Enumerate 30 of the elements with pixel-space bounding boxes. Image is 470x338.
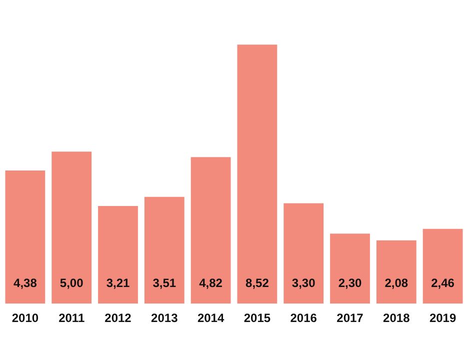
x-tick-label: 2010 xyxy=(12,311,39,326)
data-label: 2,08 xyxy=(384,276,408,290)
bar xyxy=(190,157,231,304)
data-label: 3,21 xyxy=(106,276,130,290)
bar xyxy=(5,170,46,304)
bar xyxy=(144,196,184,304)
data-label: 2,30 xyxy=(338,276,362,290)
data-label: 5,00 xyxy=(60,276,84,290)
bar xyxy=(98,206,138,304)
data-label: 4,38 xyxy=(14,276,38,290)
bar xyxy=(284,203,324,304)
data-label: 2,46 xyxy=(431,276,455,290)
data-label: 8,52 xyxy=(246,276,270,290)
x-tick-label: 2019 xyxy=(429,311,456,326)
x-tick-label: 2014 xyxy=(197,311,224,326)
x-tick-label: 2011 xyxy=(58,311,85,326)
bar xyxy=(422,228,463,304)
x-tick-label: 2017 xyxy=(336,311,364,326)
data-label: 3,51 xyxy=(152,276,176,290)
data-label: 4,82 xyxy=(199,276,223,290)
data-label: 3,30 xyxy=(292,276,316,290)
x-tick-label: 2013 xyxy=(151,311,178,326)
x-tick-label: 2016 xyxy=(290,311,318,326)
bar xyxy=(52,152,92,304)
bar xyxy=(376,240,416,304)
bar xyxy=(330,234,370,304)
x-tick-label: 2018 xyxy=(383,311,410,326)
bar xyxy=(237,44,278,304)
x-tick-label: 2012 xyxy=(104,311,132,326)
x-tick-label: 2015 xyxy=(244,311,271,326)
